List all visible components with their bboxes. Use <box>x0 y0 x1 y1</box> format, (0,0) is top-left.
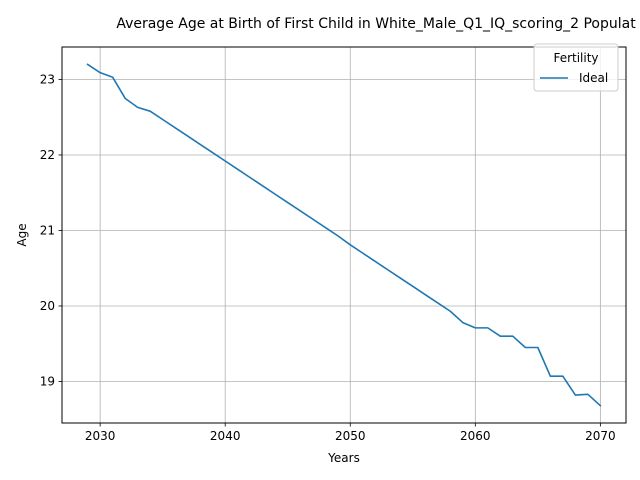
x-tick-label: 2070 <box>585 429 616 443</box>
chart-title: Average Age at Birth of First Child in W… <box>116 16 636 32</box>
series-line-ideal <box>86 63 602 407</box>
x-tick-label: 2050 <box>335 429 366 443</box>
y-tick-label: 19 <box>40 374 55 388</box>
y-tick-label: 23 <box>40 72 55 86</box>
plot-frame <box>61 46 627 424</box>
x-tick-label: 2060 <box>460 429 491 443</box>
y-tick-label: 21 <box>40 223 55 237</box>
x-tick-label: 2040 <box>210 429 241 443</box>
y-tick-label: 22 <box>40 148 55 162</box>
x-axis-ticks: 2030 2040 2050 2060 2070 <box>85 423 616 443</box>
legend-label-ideal: Ideal <box>579 71 608 85</box>
plot-lines <box>86 63 602 407</box>
legend-title: Fertility <box>553 51 598 65</box>
y-axis-ticks: 19 20 21 22 23 <box>40 72 62 388</box>
y-axis-label: Age <box>15 223 29 246</box>
x-tick-label: 2030 <box>85 429 116 443</box>
x-axis-label: Years <box>327 451 360 465</box>
y-tick-label: 20 <box>40 299 55 313</box>
legend: Fertility Ideal <box>533 43 619 92</box>
legend-box <box>533 43 619 92</box>
grid-lines <box>62 47 626 423</box>
